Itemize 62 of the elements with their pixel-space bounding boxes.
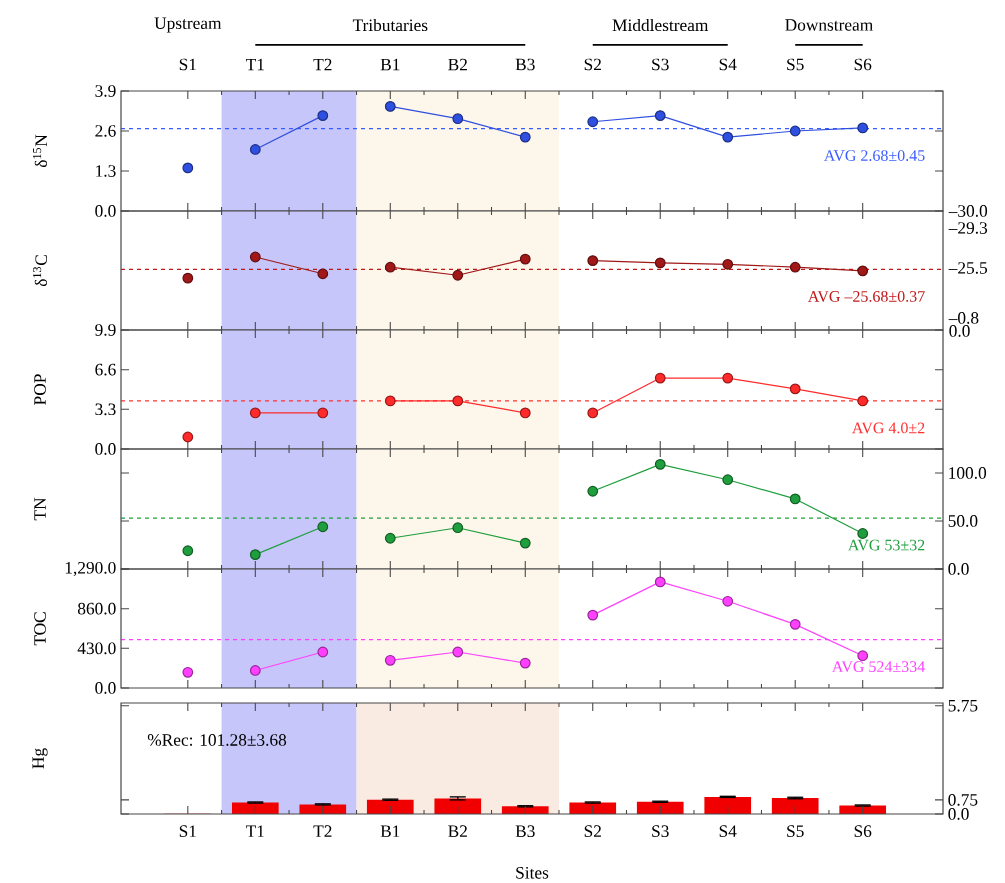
y-axis-title: POP (34, 374, 46, 405)
text: Upstream (154, 17, 222, 33)
x-tick-label: B2 (448, 825, 467, 837)
y-tick-label: 6.6 (95, 363, 116, 376)
x-tick-label: S1 (179, 825, 196, 837)
y-tick-label: 1.3 (96, 165, 116, 177)
y-tick-label: 860.0 (77, 602, 116, 615)
y-tick-label: 9.9 (95, 324, 116, 336)
x-axis-title: Sites (516, 866, 549, 879)
y2-tick-label: 50.0 (948, 515, 978, 527)
x-tick-label: S6 (854, 825, 872, 837)
ref-line-label: AVG 4.0±2 (851, 422, 925, 434)
x-tick-label: S3 (652, 58, 669, 71)
x-tick-label: S5 (787, 825, 804, 837)
x-tick-label: S5 (787, 58, 804, 71)
x-tick-label: S1 (179, 58, 196, 71)
y-axis-title: Hg (32, 748, 48, 769)
y-tick-label: 430.0 (77, 642, 116, 655)
annotation: %Rec: 101.28±3.68 (147, 734, 287, 746)
x-tick-label: B3 (515, 58, 535, 71)
text: –29.3 (948, 222, 988, 234)
x-tick-label: S2 (584, 58, 601, 71)
y-tick-label: 3.9 (95, 85, 116, 97)
x-tick-label: B3 (515, 825, 535, 837)
x-tick-label: T1 (245, 58, 264, 71)
x-tick-label: B2 (448, 58, 467, 71)
x-tick-label: S6 (854, 58, 872, 71)
y2-tick-label: 5.75 (948, 699, 978, 712)
y-tick-label: 3.3 (95, 403, 116, 416)
x-tick-label: T2 (313, 58, 332, 71)
y-tick-label: 0.0 (95, 682, 116, 694)
x-tick-label: B1 (380, 58, 400, 71)
x-tick-label: S4 (719, 58, 737, 71)
x-tick-label: S3 (652, 825, 669, 837)
y-tick-label: 0.0 (95, 205, 116, 217)
y-axis-title: TN (34, 497, 46, 521)
y-axis-title: TOC (34, 612, 46, 646)
y-axis-title: δ$^{13}$C (33, 255, 48, 287)
x-tick-label: T1 (245, 825, 264, 837)
text: –0.8 (948, 312, 979, 324)
text: –30.0 (948, 205, 988, 217)
ref-line-label: AVG –25.68±0.37 (807, 290, 925, 302)
y2-tick-label: 100.0 (949, 467, 987, 479)
text: –25.5 (948, 262, 988, 274)
x-tick-label: S4 (719, 825, 737, 837)
y-tick-label: 0.0 (95, 443, 116, 455)
y2-tick-label: 0.0 (948, 808, 969, 820)
y2-tick-label: 0.0 (948, 563, 969, 575)
ref-line-label: AVG 53±32 (847, 539, 925, 551)
y2-tick-label: 0.75 (948, 793, 978, 806)
x-tick-label: S2 (584, 825, 601, 837)
ref-line-label: AVG 2.68±0.45 (823, 150, 925, 161)
x-tick-label: B1 (380, 825, 400, 837)
y-tick-label: 2.6 (95, 125, 116, 137)
text: Middlestream (612, 18, 709, 32)
text: 0.0 (949, 325, 970, 337)
text: Tributaries (352, 18, 428, 32)
y-tick-label: 1,290.0 (65, 561, 116, 577)
x-tick-label: T2 (313, 825, 332, 837)
y-axis-title: δ$^{15}$N (33, 134, 48, 168)
ref-line-label: AVG 524±334 (831, 661, 925, 673)
text: Downstream (785, 19, 873, 31)
